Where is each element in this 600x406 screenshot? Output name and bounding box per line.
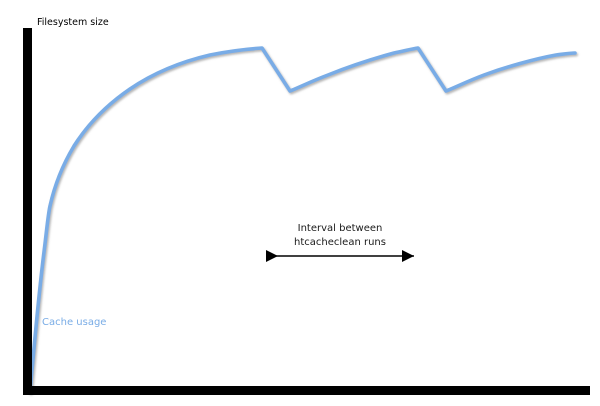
interval-annotation-line-1: Interval between: [298, 223, 383, 234]
filesystem-size-label: Filesystem size: [37, 17, 109, 28]
interval-annotation-line-2: htcacheclean runs: [294, 237, 386, 248]
cache-usage-label: Cache usage: [42, 317, 106, 328]
y-axis: [23, 28, 32, 394]
cache-usage-curve: [28, 46, 577, 394]
x-axis: [23, 386, 590, 395]
